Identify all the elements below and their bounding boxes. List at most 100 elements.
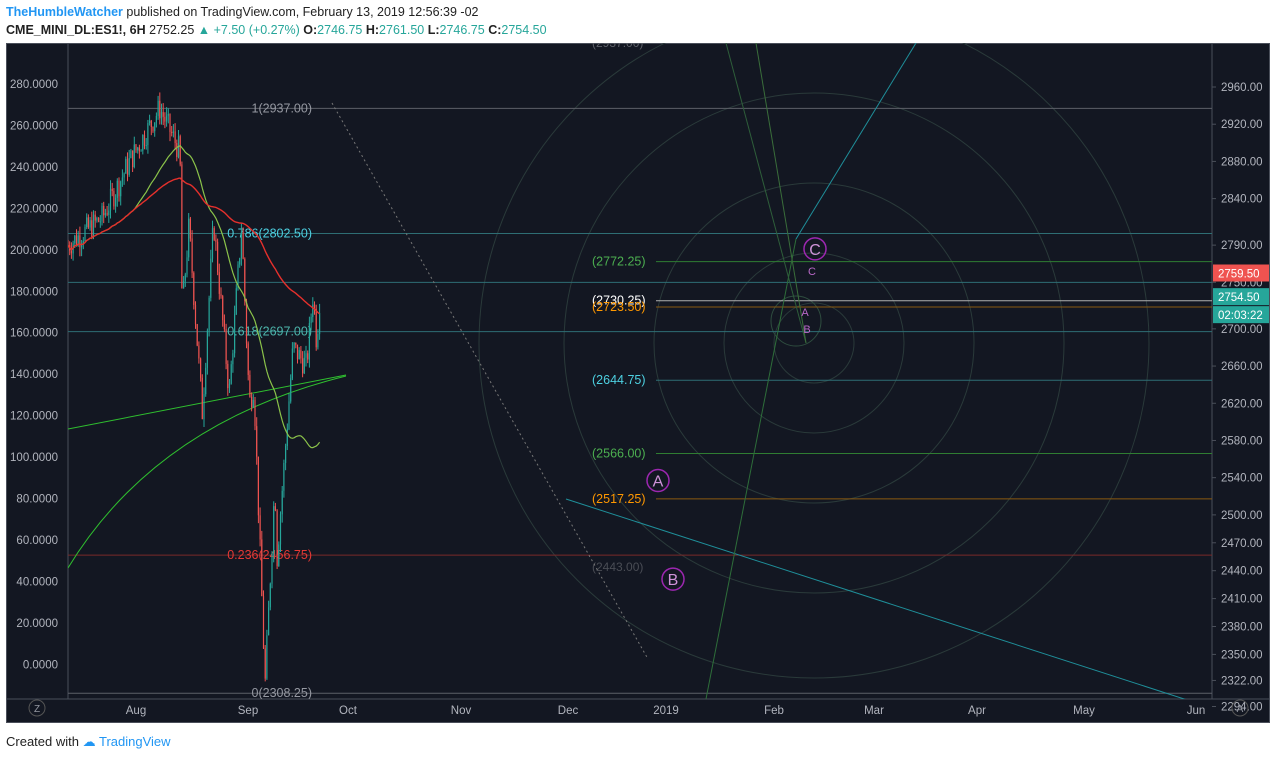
candle-body <box>109 188 112 211</box>
candle-body <box>262 596 265 649</box>
candle-body <box>176 143 178 157</box>
fib-circle <box>653 182 975 504</box>
candle-body <box>271 553 273 584</box>
candle-body <box>94 214 96 221</box>
candle-body <box>228 383 231 389</box>
candle-body <box>269 583 271 608</box>
candle-body <box>210 258 212 298</box>
candle-body <box>237 264 239 289</box>
candle-body <box>239 258 241 265</box>
time-axis-tick: Feb <box>764 705 784 717</box>
candle-body <box>108 210 110 215</box>
teal-trend-line <box>565 498 1186 699</box>
candle-body <box>268 607 270 636</box>
green-fan-line <box>755 43 807 344</box>
candle-body <box>132 150 134 168</box>
candle-body <box>87 217 89 228</box>
right-axis-tick: 2840.00 <box>1221 194 1263 206</box>
tradingview-logo-icon[interactable]: ☁ <box>82 734 96 749</box>
candle-body <box>196 324 198 346</box>
left-axis-tick: 260.0000 <box>10 120 58 132</box>
candle-body <box>215 239 217 242</box>
open-value: 2746.75 <box>317 23 363 37</box>
change-up-icon: ▲ <box>197 23 211 37</box>
left-axis-tick: 20.0000 <box>16 618 58 630</box>
candle-body <box>285 446 287 463</box>
footer: Created with ☁ TradingView <box>6 734 171 750</box>
fib-circle <box>563 92 1065 594</box>
candle-body <box>79 235 81 248</box>
wave-label: A <box>801 307 809 319</box>
right-axis-tick: 2960.00 <box>1221 82 1263 94</box>
wave-label-circle <box>803 237 827 261</box>
candle-body <box>266 635 268 679</box>
right-axis-tick: 2540.00 <box>1221 473 1263 485</box>
price-chart[interactable]: 1(2937.00) 0.786(2802.50) 0.618(2697.00) 0.… <box>6 43 1270 723</box>
candle-body <box>312 304 314 318</box>
candle-body <box>232 353 234 365</box>
candle-body <box>149 120 151 124</box>
author-link[interactable]: TheHumbleWatcher <box>6 5 123 19</box>
candle-body <box>222 296 224 321</box>
fib-circle <box>723 252 905 434</box>
candle-body <box>152 126 154 132</box>
fib-extension-label: (2730.25) <box>592 294 646 308</box>
candle-body <box>184 274 186 281</box>
fib-extension-label: (2772.25) <box>592 255 646 269</box>
time-axis-tick: Aug <box>126 705 146 717</box>
wave-label: C <box>808 266 816 278</box>
candle-body <box>218 272 220 294</box>
candle-body <box>302 358 304 374</box>
candle-body <box>293 342 295 349</box>
left-axis-tick: 240.0000 <box>10 162 58 174</box>
candle-body <box>104 212 106 216</box>
right-axis-tick: 2790.00 <box>1221 240 1263 252</box>
price-badge-text: 02:03:22 <box>1218 310 1263 322</box>
chart-border <box>6 43 1270 723</box>
green-fan-line <box>705 238 797 699</box>
right-axis-tick: 2294.00 <box>1221 702 1263 714</box>
chart-background <box>6 43 1270 723</box>
candle-body <box>291 348 293 379</box>
candle-body <box>186 257 188 275</box>
candle-body <box>286 429 288 447</box>
price-badge <box>1213 288 1269 306</box>
tradingview-brand-link[interactable]: TradingView <box>99 734 171 749</box>
candle-body <box>181 164 183 289</box>
candle-body <box>189 218 191 239</box>
created-with-text: Created with <box>6 734 79 749</box>
zoom-button-label: Z <box>34 704 40 715</box>
candle-body <box>211 228 214 259</box>
fib-extension-label: (2517.25) <box>592 492 646 506</box>
candle-body <box>91 220 93 237</box>
candle-body <box>317 334 319 348</box>
moving-average-slow <box>68 177 321 315</box>
candle-body <box>290 378 292 402</box>
candle-body <box>315 308 317 348</box>
candle-body <box>203 394 205 420</box>
candle-body <box>135 144 137 151</box>
candle-body <box>75 235 78 246</box>
dotted-trend-line <box>331 102 649 660</box>
candle-body <box>171 132 173 134</box>
low-value: 2746.75 <box>439 23 485 37</box>
candle-body <box>198 345 200 359</box>
auto-scale-button-circle <box>1231 699 1249 717</box>
candle-body <box>227 363 229 389</box>
candle-body <box>220 293 222 297</box>
fib-extension-label: (2937.00) <box>592 43 643 50</box>
candle-body <box>278 544 280 566</box>
wave-label: C <box>809 242 821 259</box>
candle-body <box>206 330 208 368</box>
symbol-header: CME_MINI_DL:ES1!, 6H 2752.25 ▲ +7.50 (+0… <box>6 23 547 37</box>
candle-body <box>251 396 253 408</box>
symbol-name: CME_MINI_DL:ES1!, 6H <box>6 23 146 37</box>
candle-body <box>86 217 88 227</box>
green-fan-line <box>725 43 807 344</box>
left-axis-tick: 40.0000 <box>16 576 58 588</box>
candle-body <box>159 100 161 119</box>
candle-body <box>166 115 168 122</box>
candle-body <box>308 323 310 360</box>
candle-body <box>130 150 132 159</box>
left-axis-tick: 160.0000 <box>10 328 58 340</box>
